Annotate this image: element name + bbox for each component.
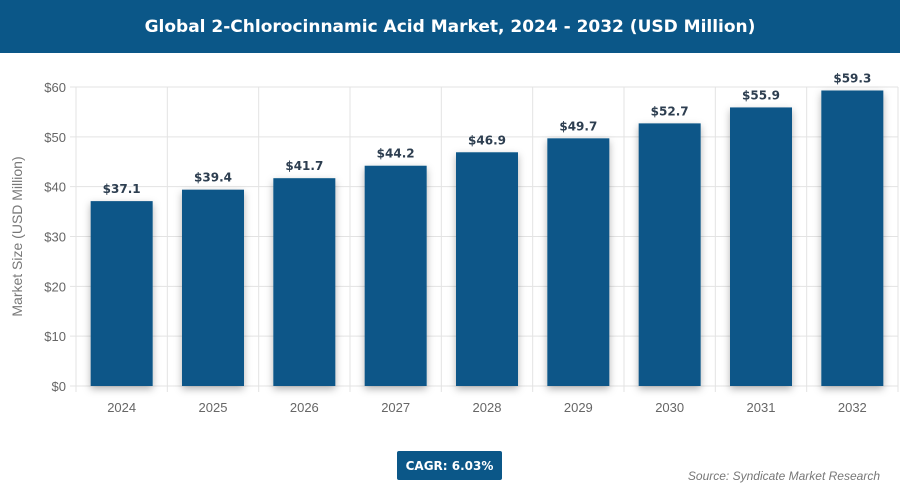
bar-2030: [638, 123, 701, 387]
x-tick-label: 2025: [199, 400, 228, 415]
cagr-badge: CAGR: 6.03%: [397, 451, 502, 480]
bar-2032: [821, 90, 884, 386]
x-tick-label: 2027: [381, 400, 410, 415]
x-tick-label: 2028: [473, 400, 502, 415]
data-label: $44.2: [377, 147, 415, 161]
data-label: $41.7: [285, 159, 323, 173]
y-tick-label: $0: [52, 379, 66, 394]
data-label: $39.4: [194, 171, 232, 185]
bar-2029: [547, 138, 610, 386]
x-tick-label: 2031: [747, 400, 776, 415]
bar-2024: [90, 201, 153, 386]
chart-title: Global 2-Chlorocinnamic Acid Market, 202…: [0, 0, 900, 53]
x-tick-label: 2032: [838, 400, 867, 415]
data-label: $49.7: [559, 119, 597, 133]
y-tick-label: $50: [44, 130, 66, 145]
x-tick-label: 2026: [290, 400, 319, 415]
y-tick-label: $60: [44, 80, 66, 95]
y-tick-label: $30: [44, 230, 66, 245]
bar-2031: [730, 107, 792, 386]
x-tick-label: 2030: [655, 400, 684, 415]
y-axis-label: Market Size (USD Million): [9, 156, 25, 316]
data-label: $59.3: [833, 71, 871, 85]
bar-2027: [364, 165, 427, 386]
y-tick-label: $40: [44, 180, 66, 195]
data-label: $52.7: [651, 104, 689, 118]
x-tick-label: 2024: [107, 400, 136, 415]
bar-2025: [182, 189, 244, 386]
x-tick-label: 2029: [564, 400, 593, 415]
y-tick-label: $20: [44, 279, 66, 294]
data-label: $37.1: [103, 182, 141, 196]
source-note: Source: Syndicate Market Research: [687, 469, 880, 483]
y-tick-label: $10: [44, 329, 66, 344]
data-label: $55.9: [742, 88, 780, 102]
bar-2026: [273, 178, 336, 386]
bar-2028: [456, 152, 518, 386]
data-label: $46.9: [468, 133, 506, 147]
